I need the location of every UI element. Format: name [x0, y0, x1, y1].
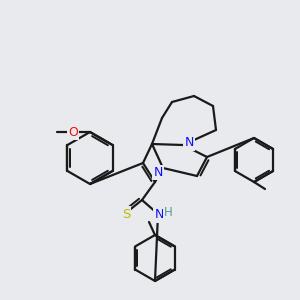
Text: N: N [154, 208, 164, 221]
Text: N: N [184, 136, 194, 149]
Text: N: N [153, 166, 163, 178]
Text: O: O [68, 125, 78, 139]
Text: H: H [164, 206, 172, 220]
Text: S: S [122, 208, 130, 220]
